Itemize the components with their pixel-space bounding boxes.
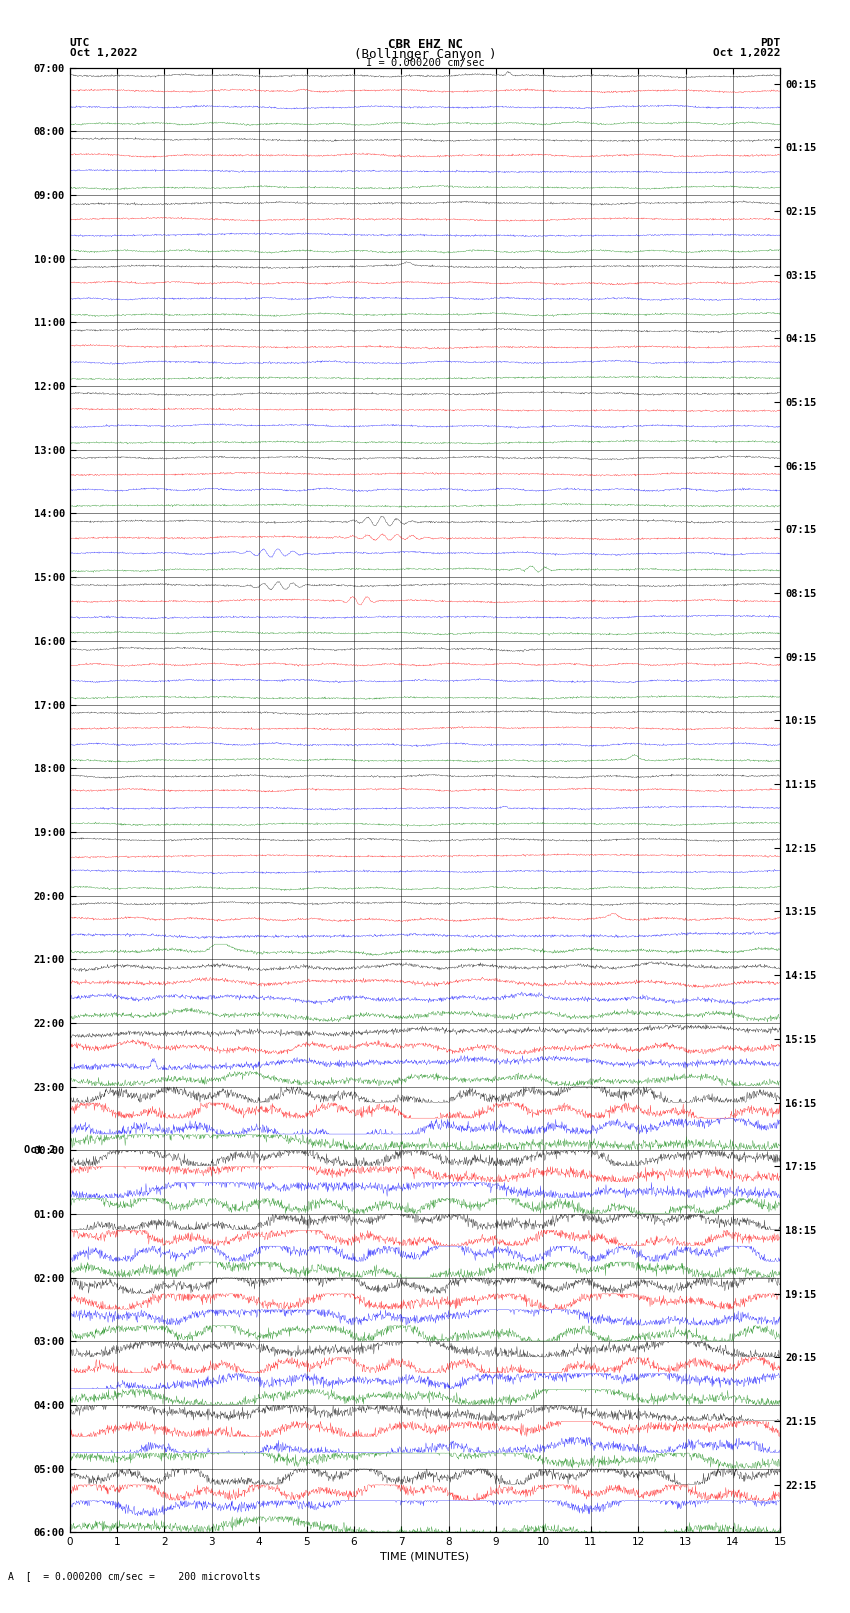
X-axis label: TIME (MINUTES): TIME (MINUTES) [381, 1552, 469, 1561]
Text: PDT: PDT [760, 37, 780, 48]
Text: CBR EHZ NC: CBR EHZ NC [388, 37, 462, 52]
Text: Oct 1,2022: Oct 1,2022 [713, 48, 780, 58]
Text: Oct 1,2022: Oct 1,2022 [70, 48, 137, 58]
Text: A  [  = 0.000200 cm/sec =    200 microvolts: A [ = 0.000200 cm/sec = 200 microvolts [8, 1571, 261, 1581]
Text: UTC: UTC [70, 37, 90, 48]
Text: I = 0.000200 cm/sec: I = 0.000200 cm/sec [366, 58, 484, 68]
Text: Oct 2: Oct 2 [24, 1145, 54, 1155]
Text: (Bollinger Canyon ): (Bollinger Canyon ) [354, 48, 496, 61]
